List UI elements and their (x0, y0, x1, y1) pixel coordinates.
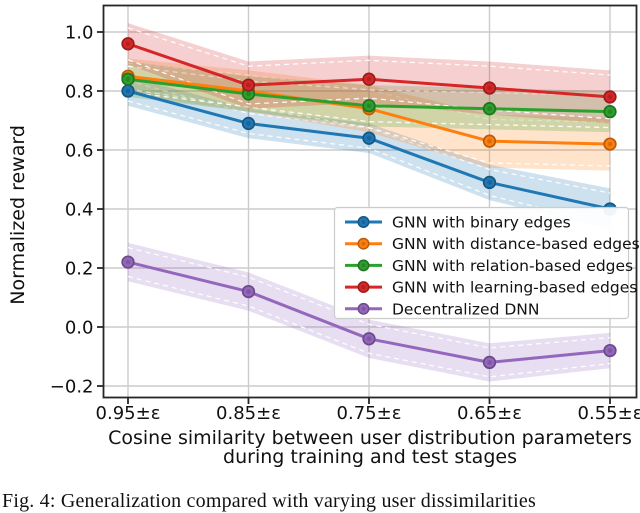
svg-text:0.6: 0.6 (65, 141, 94, 162)
figure: 1.0 0.8 0.6 0.4 0.2 0.0 −0.2 0.95±ε 0.85±ε 0.75±ε… (2, 4, 640, 512)
legend: GNN with binary edges GNN with distance-b… (333, 206, 640, 320)
legend-label: GNN with learning-based edges (392, 279, 637, 297)
legend-item-4: Decentralized DNN (345, 300, 539, 318)
svg-text:0.0: 0.0 (65, 318, 94, 339)
svg-text:0.85±ε: 0.85±ε (216, 403, 281, 424)
reward-line-chart: 1.0 0.8 0.6 0.4 0.2 0.0 −0.20.95±ε 0.85±ε 0.75±ε… (7, 4, 640, 468)
figure-caption: Fig. 4: Generalization compared with var… (2, 490, 536, 512)
legend-item-2: GNN with relation-based edges (345, 257, 633, 275)
svg-text:0.55±ε: 0.55±ε (578, 403, 640, 424)
x-axis: 0.95±ε 0.85±ε 0.75±ε 0.65±ε 0.55±ε (96, 397, 640, 424)
series-4 (121, 255, 617, 370)
legend-item-3: GNN with learning-based edges (345, 279, 637, 297)
svg-text:0.75±ε: 0.75±ε (337, 403, 402, 424)
plot-border (102, 4, 638, 399)
y-axis-label: Normalized reward (7, 125, 29, 305)
legend-label: GNN with distance-based edges (392, 235, 640, 253)
legend-label: Decentralized DNN (392, 300, 539, 318)
x-axis-label-line1: Cosine similarity between user distribut… (108, 427, 632, 449)
svg-text:0.8: 0.8 (65, 82, 94, 103)
svg-text:0.2: 0.2 (65, 259, 94, 280)
series-3 (121, 37, 617, 104)
svg-text:0.95±ε: 0.95±ε (96, 403, 161, 424)
band-series-4 (127, 242, 611, 382)
svg-text:1.0: 1.0 (65, 23, 94, 44)
x-axis-label-line2: during training and test stages (223, 446, 517, 468)
svg-text:0.4: 0.4 (65, 200, 94, 221)
svg-text:0.65±ε: 0.65±ε (457, 403, 522, 424)
legend-item-1: GNN with distance-based edges (345, 235, 640, 253)
svg-text:−0.2: −0.2 (50, 377, 94, 398)
y-axis: 1.0 0.8 0.6 0.4 0.2 0.0 −0.2 (50, 23, 104, 398)
legend-label: GNN with binary edges (392, 214, 571, 232)
legend-item-0: GNN with binary edges (345, 214, 571, 232)
legend-label: GNN with relation-based edges (392, 257, 633, 275)
series-2 (121, 72, 617, 119)
